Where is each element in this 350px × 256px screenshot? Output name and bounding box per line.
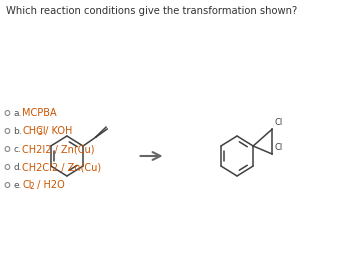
Text: 3: 3 <box>37 128 42 137</box>
Text: Which reaction conditions give the transformation shown?: Which reaction conditions give the trans… <box>6 6 297 16</box>
Text: d.: d. <box>13 163 22 172</box>
Text: MCPBA: MCPBA <box>22 108 57 118</box>
Text: b.: b. <box>13 126 22 135</box>
Text: CH2I2 / Zn(Cu): CH2I2 / Zn(Cu) <box>22 144 95 154</box>
Text: CHCl: CHCl <box>22 126 46 136</box>
Text: e.: e. <box>13 180 21 189</box>
Text: c.: c. <box>13 144 21 154</box>
Text: CH2Cl2 / Zn(Cu): CH2Cl2 / Zn(Cu) <box>22 162 102 172</box>
Text: Cl: Cl <box>275 118 283 127</box>
Text: / H2O: / H2O <box>34 180 65 190</box>
Text: a.: a. <box>13 109 21 118</box>
Text: / KOH: / KOH <box>42 126 72 136</box>
Text: Cl: Cl <box>22 180 32 190</box>
Text: 2: 2 <box>30 182 35 191</box>
Text: Cl: Cl <box>275 143 283 152</box>
